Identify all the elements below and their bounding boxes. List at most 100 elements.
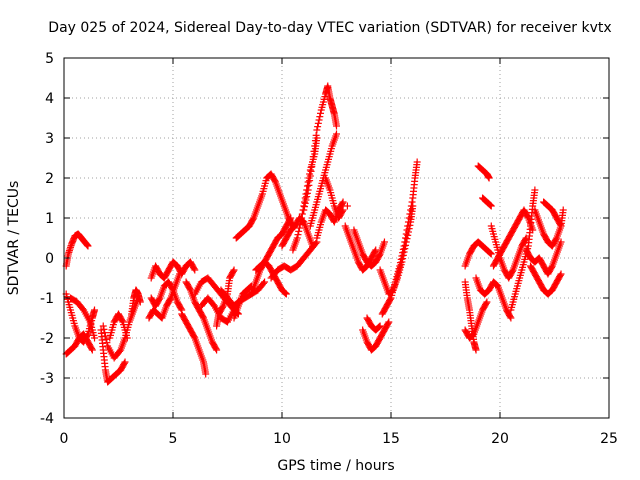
data-point (472, 346, 480, 354)
data-point (397, 255, 405, 263)
data-point (306, 172, 314, 180)
data-point (407, 202, 415, 210)
data-point (375, 323, 383, 331)
data-point (91, 334, 99, 342)
y-tick-label: 2 (45, 171, 54, 187)
data-point (88, 346, 96, 354)
data-point (402, 241, 410, 249)
data-point (103, 339, 111, 347)
data-point (557, 222, 565, 230)
data-point (298, 210, 306, 218)
data-point (91, 306, 99, 314)
data-point (307, 167, 315, 175)
data-point (376, 322, 384, 330)
data-point (314, 119, 322, 127)
data-point (84, 242, 92, 250)
data-point (305, 181, 313, 189)
data-point (199, 313, 207, 321)
data-point (375, 251, 383, 259)
data-point (213, 346, 221, 354)
x-tick-label: 5 (169, 431, 178, 447)
data-point (371, 247, 379, 255)
data-point (403, 226, 411, 234)
data-point (413, 158, 421, 166)
data-point (166, 295, 174, 303)
data-point (88, 345, 96, 353)
data-point (524, 213, 532, 221)
data-point (186, 285, 194, 293)
data-point (136, 298, 144, 306)
data-point (230, 266, 238, 274)
data-point (229, 267, 237, 275)
data-point (177, 305, 185, 313)
data-point (406, 210, 414, 218)
x-tick-label: 15 (382, 431, 400, 447)
data-point (384, 319, 392, 327)
data-point (557, 238, 565, 246)
data-point (309, 153, 317, 161)
data-point (313, 126, 321, 134)
data-point (315, 116, 323, 124)
data-point (507, 314, 515, 322)
data-point (298, 214, 306, 222)
data-point (249, 215, 257, 223)
plot-border (63, 57, 610, 419)
x-axis-label: GPS time / hours (277, 458, 394, 474)
data-point (120, 359, 128, 367)
data-point (487, 250, 495, 258)
data-point (559, 206, 567, 214)
data-point (548, 263, 556, 271)
data-point (308, 163, 316, 171)
data-point (281, 289, 289, 297)
data-point (402, 230, 410, 238)
data-point (396, 262, 404, 270)
data-point (190, 333, 198, 341)
data-point (312, 131, 320, 139)
axis-ticks: 0 5 10 15 20 25 -4 -3 -2 -1 0 1 2 3 4 5 (40, 51, 618, 447)
data-point (304, 186, 312, 194)
data-point (316, 113, 324, 121)
data-point (405, 214, 413, 222)
data-point (486, 201, 494, 209)
data-point (303, 182, 311, 190)
data-point (155, 295, 163, 303)
data-point (301, 203, 309, 211)
data-point (304, 178, 312, 186)
data-point (483, 298, 491, 306)
data-point (300, 206, 308, 214)
data-point (218, 303, 226, 311)
y-tick-label: -4 (40, 411, 54, 427)
data-point (303, 189, 311, 197)
data-point (287, 214, 295, 222)
y-tick-label: -2 (40, 331, 54, 347)
data-point (311, 137, 319, 145)
y-tick-label: -1 (40, 291, 54, 307)
data-point (482, 299, 490, 307)
data-point (261, 278, 269, 286)
y-axis-label: SDTVAR / TECUs (6, 181, 22, 296)
data-point (190, 265, 198, 273)
data-point (282, 290, 290, 298)
data-point (402, 234, 410, 242)
x-tick-label: 0 (60, 431, 69, 447)
data-point (310, 147, 318, 155)
data-point (282, 289, 290, 297)
data-point (404, 222, 412, 230)
data-point (118, 317, 126, 325)
data-point (102, 335, 110, 343)
data-point (404, 218, 412, 226)
data-point (401, 238, 409, 246)
data-point (295, 224, 303, 232)
data-point (303, 193, 311, 201)
data-point (293, 234, 301, 242)
data-points (62, 82, 567, 386)
data-point (333, 122, 340, 130)
data-point (296, 221, 304, 229)
data-point (294, 231, 302, 239)
chart-title: Day 025 of 2024, Sidereal Day-to-day VTE… (48, 20, 611, 36)
y-tick-label: 4 (45, 91, 54, 107)
data-point (343, 202, 351, 210)
data-point (407, 206, 415, 214)
data-point (101, 332, 109, 340)
